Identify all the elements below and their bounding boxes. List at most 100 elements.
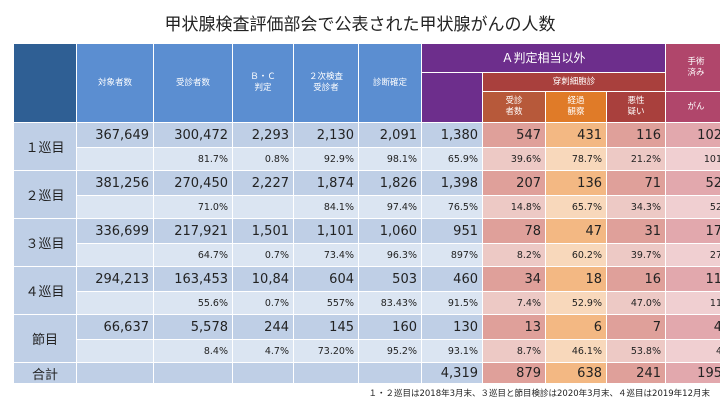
cell-percent: 52.9%: [546, 292, 606, 314]
cell-percent: 557%: [294, 292, 358, 314]
cell-value: 1,101: [294, 219, 358, 243]
cell-percent: 91.5%: [422, 292, 482, 314]
cell-value: 31: [607, 219, 665, 243]
total-cell: [77, 363, 153, 383]
cell-percent: 8.2%: [483, 244, 545, 266]
cell-percent: 76.5%: [422, 196, 482, 218]
total-cell: 4,319: [422, 363, 482, 383]
header-a-other-left: [422, 73, 482, 122]
cell-percent: 97.4%: [359, 196, 421, 218]
cell-percent: 47.0%: [607, 292, 665, 314]
row-label: 節目: [14, 315, 76, 362]
cell-percent: [233, 196, 293, 218]
row-label: ４巡目: [14, 267, 76, 314]
cell-value: 300,472: [154, 123, 232, 147]
cell-value: 431: [546, 123, 606, 147]
cell-percent: [77, 340, 153, 362]
cell-value: 2,293: [233, 123, 293, 147]
total-cell: [359, 363, 421, 383]
header-second-line2: 受診者: [313, 83, 339, 93]
cell-percent: 73.20%: [294, 340, 358, 362]
cell-value: 2,130: [294, 123, 358, 147]
cell-percent: 39.6%: [483, 148, 545, 170]
cell-value: 1,501: [233, 219, 293, 243]
total-cell: 638: [546, 363, 606, 383]
total-cell: 195: [666, 363, 720, 383]
cell-value: 381,256: [77, 171, 153, 195]
cell-value: 547: [483, 123, 545, 147]
cell-value: 4: [666, 315, 720, 339]
header-fna: 穿刺細胞診: [483, 73, 665, 91]
cell-percent: 83.43%: [359, 292, 421, 314]
header-confirmed: 診断確定: [359, 44, 421, 122]
header-fna-exam: 受診 者数: [483, 92, 545, 122]
cell-percent: 0.7%: [233, 244, 293, 266]
header-malig-line2: 疑い: [627, 107, 645, 117]
cell-percent: 53.8%: [607, 340, 665, 362]
header-bc-judgment: Ｂ・Ｃ 判定: [233, 44, 293, 122]
cell-value: 951: [422, 219, 482, 243]
cell-percent: 78.7%: [546, 148, 606, 170]
cell-value: 6: [546, 315, 606, 339]
cell-value: 11: [666, 267, 720, 291]
header-fna-exam-line1: 受診: [505, 96, 523, 106]
cell-value: 7: [607, 315, 665, 339]
cell-value: 116: [607, 123, 665, 147]
header-second-exam: ２次検査 受診者: [294, 44, 358, 122]
cell-value: 47: [546, 219, 606, 243]
cell-percent: 84.1%: [294, 196, 358, 218]
cell-percent: 98.1%: [359, 148, 421, 170]
total-cell: [233, 363, 293, 383]
cell-value: 1,398: [422, 171, 482, 195]
total-cell: [294, 363, 358, 383]
cell-value: 2,227: [233, 171, 293, 195]
cell-percent: [77, 244, 153, 266]
footnote: １・２巡目は2018年3月末、３巡目と節目検診は2020年3月末、４巡目は201…: [368, 389, 710, 399]
cell-value: 604: [294, 267, 358, 291]
cell-value: 367,649: [77, 123, 153, 147]
cell-value: 1,380: [422, 123, 482, 147]
cell-percent: 34.3%: [607, 196, 665, 218]
cell-percent: 60.2%: [546, 244, 606, 266]
cell-value: 5,578: [154, 315, 232, 339]
cell-percent: 93.1%: [422, 340, 482, 362]
cell-value: 16: [607, 267, 665, 291]
cell-percent: 71.0%: [154, 196, 232, 218]
cell-value: 13: [483, 315, 545, 339]
cell-value: 244: [233, 315, 293, 339]
header-bc-line1: Ｂ・Ｃ: [250, 72, 276, 82]
cell-value: 17: [666, 219, 720, 243]
total-cell: 879: [483, 363, 545, 383]
header-examined: 受診者数: [154, 44, 232, 122]
header-bc-line2: 判定: [254, 83, 272, 93]
cell-percent: 21.2%: [607, 148, 665, 170]
cell-percent: [77, 148, 153, 170]
header-second-line1: ２次検査: [308, 72, 343, 82]
cell-value: 163,453: [154, 267, 232, 291]
header-corner: [14, 44, 76, 122]
cell-percent: 92.9%: [294, 148, 358, 170]
cell-value: 160: [359, 315, 421, 339]
cell-value: 71: [607, 171, 665, 195]
page-title: 甲状腺検査評価部会で公表された甲状腺がんの人数: [164, 15, 556, 35]
cell-percent: 8.7%: [483, 340, 545, 362]
header-malig-line1: 悪性: [627, 96, 645, 106]
cell-percent: 11: [666, 292, 720, 314]
cell-value: 78: [483, 219, 545, 243]
cell-percent: 14.8%: [483, 196, 545, 218]
cell-value: 130: [422, 315, 482, 339]
cell-percent: 64.7%: [154, 244, 232, 266]
cell-value: 503: [359, 267, 421, 291]
header-follow-line2: 観察: [567, 107, 585, 117]
header-follow-line1: 経過: [567, 96, 585, 106]
cell-percent: 96.3%: [359, 244, 421, 266]
cell-percent: 73.4%: [294, 244, 358, 266]
cell-value: 336,699: [77, 219, 153, 243]
cell-percent: 52: [666, 196, 720, 218]
cell-percent: [77, 292, 153, 314]
header-fna-exam-line2: 者数: [505, 107, 523, 117]
header-surgery-line1: 手術: [687, 56, 705, 67]
row-label: １巡目: [14, 123, 76, 170]
header-cancer: がん: [666, 92, 720, 122]
cell-value: 294,213: [77, 267, 153, 291]
